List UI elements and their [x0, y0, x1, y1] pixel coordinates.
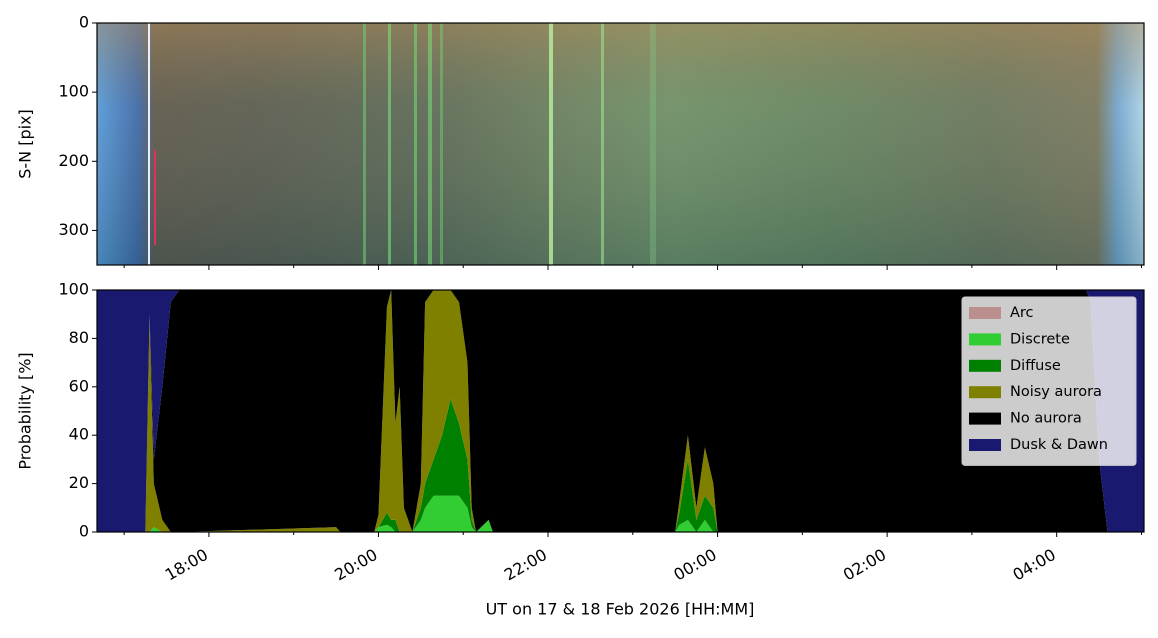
y-tick-label: 100 — [58, 280, 89, 299]
top-y-label: S-N [pix] — [16, 109, 35, 179]
y-tick-label: 200 — [58, 151, 89, 170]
y-tick-label: 300 — [58, 220, 89, 239]
y-tick-label: 100 — [58, 82, 89, 101]
bottom-axes-frame — [96, 289, 1145, 533]
x-tick-label: 22:00 — [501, 545, 550, 585]
x-label: UT on 17 & 18 Feb 2026 [HH:MM] — [486, 600, 755, 619]
bottom-y-label: Probability [%] — [16, 352, 35, 469]
keogram-image — [97, 23, 1144, 265]
legend-swatch — [969, 439, 1001, 451]
legend: Arc Discrete Diffuse Noisy aurora No aurora D… — [961, 296, 1137, 466]
legend-swatch — [969, 307, 1001, 319]
y-tick-label: 0 — [79, 13, 89, 32]
legend-swatch — [969, 359, 1001, 372]
y-tick-label: 80 — [69, 328, 89, 347]
legend-label: Noisy aurora — [1010, 384, 1102, 400]
legend-swatch — [969, 412, 1001, 425]
x-tick-label: 04:00 — [1009, 545, 1058, 585]
legend-swatch — [969, 333, 1001, 346]
legend-label: Diffuse — [1010, 358, 1061, 374]
top-axes-frame — [96, 22, 1145, 266]
x-tick-label: 00:00 — [670, 545, 719, 585]
legend-label: Discrete — [1010, 331, 1070, 347]
x-tick-label: 18:00 — [162, 545, 211, 585]
y-tick-label: 40 — [69, 425, 89, 444]
y-tick-label: 0 — [79, 522, 89, 541]
y-tick-label: 20 — [69, 473, 89, 492]
legend-label: Arc — [1010, 305, 1034, 321]
legend-swatch — [969, 386, 1001, 399]
y-tick-label: 60 — [69, 376, 89, 395]
legend-box — [961, 296, 1137, 466]
area-4 — [97, 290, 1144, 532]
x-tick-label: 02:00 — [840, 545, 889, 585]
x-tick-label: 20:00 — [331, 545, 380, 585]
legend-label: No aurora — [1010, 411, 1082, 427]
legend-label: Dusk & Dawn — [1010, 437, 1108, 453]
plot-area — [97, 290, 1144, 532]
